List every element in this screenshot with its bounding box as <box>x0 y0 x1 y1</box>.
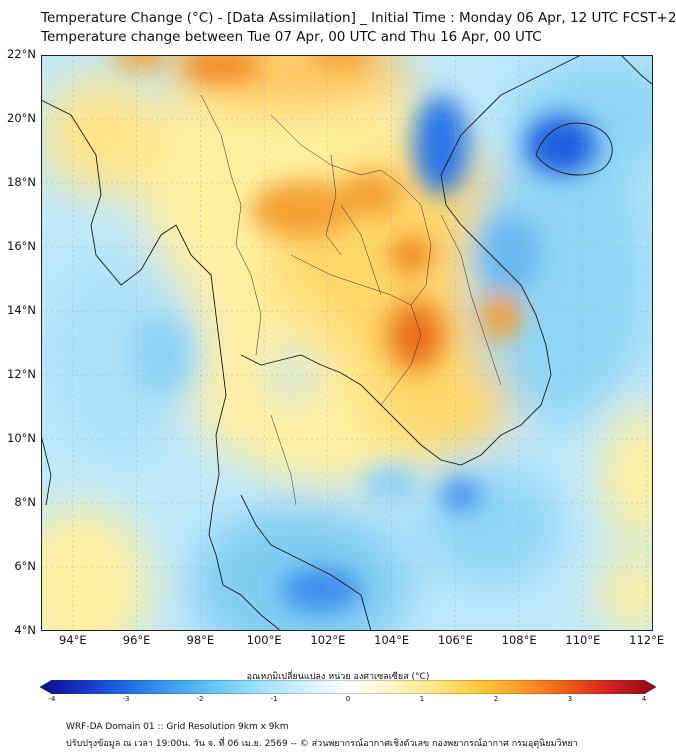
colorbar-tick-label: 1 <box>419 695 425 703</box>
lat-label: 12°N <box>7 367 36 381</box>
lon-label: 98°E <box>186 633 215 647</box>
lon-label: 100°E <box>246 633 282 647</box>
lon-label: 112°E <box>629 633 665 647</box>
lon-label: 104°E <box>374 633 410 647</box>
lon-label: 110°E <box>565 633 601 647</box>
colorbar-tick-label: -4 <box>48 695 56 703</box>
lon-label: 94°E <box>59 633 87 647</box>
lat-label: 16°N <box>7 239 36 253</box>
lon-label: 108°E <box>501 633 537 647</box>
country-borders <box>200 94 502 506</box>
lat-label: 20°N <box>7 111 36 125</box>
lat-label: 8°N <box>14 495 36 509</box>
lat-label: 10°N <box>7 431 36 445</box>
hotspots <box>111 55 597 612</box>
colorbar-tick-label: -3 <box>122 695 130 703</box>
lon-label: 106°E <box>437 633 473 647</box>
lat-label: 18°N <box>7 175 36 189</box>
temperature-change-map[interactable] <box>41 55 653 631</box>
graticule <box>41 55 653 631</box>
lat-label: 14°N <box>7 303 36 317</box>
lat-label: 6°N <box>14 559 36 573</box>
colorbar <box>40 680 656 694</box>
map-canvas <box>41 55 653 631</box>
lat-label: 4°N <box>14 623 36 637</box>
colorbar-tick-label: 2 <box>493 695 499 703</box>
lat-label: 22°N <box>7 47 36 61</box>
lon-label: 96°E <box>122 633 151 647</box>
footer-model-info: WRF-DA Domain 01 :: Grid Resolution 9km … <box>66 722 289 732</box>
colorbar-tick-label: 4 <box>641 695 647 703</box>
map-frame <box>41 55 653 631</box>
footer-credit: ปรับปรุงข้อมูล ณ เวลา 19:00น. วัน จ. ที่… <box>66 739 578 749</box>
lon-label: 102°E <box>310 633 346 647</box>
colorbar-tick-label: -1 <box>270 695 278 703</box>
colorbar-gradient <box>40 680 656 694</box>
chart-subtitle: Temperature change between Tue 07 Apr, 0… <box>41 29 542 45</box>
colorbar-title: อุณหภูมิเปลี่ยนแปลง หน่วย องศาเซลเซียส (… <box>246 672 430 682</box>
colorbar-tick-label: 0 <box>345 695 351 703</box>
colorbar-tick-label: 3 <box>567 695 573 703</box>
colorbar-tick-label: -2 <box>196 695 204 703</box>
field-layer <box>41 55 653 631</box>
chart-title: Temperature Change (°C) - [Data Assimila… <box>41 10 676 26</box>
